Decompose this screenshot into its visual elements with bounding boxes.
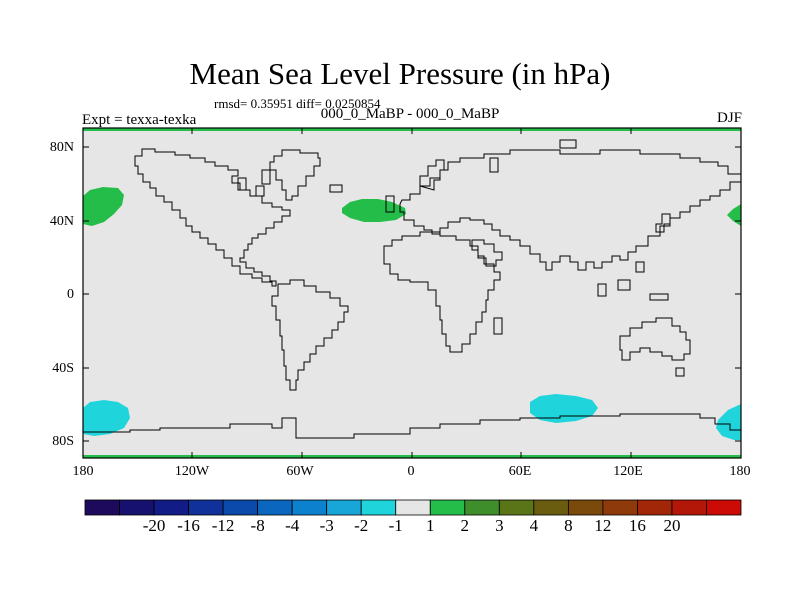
lon-label-180w: 180 <box>72 464 94 479</box>
lat-label-40s: 40S <box>52 361 74 376</box>
colorbar-swatch-5 <box>257 499 293 516</box>
coast-british-isles <box>385 195 395 213</box>
coast-australia <box>619 317 691 361</box>
coast-philippines <box>635 261 645 273</box>
colorbar-label-14: 16 <box>628 516 646 535</box>
lon-ticks <box>191 128 632 458</box>
anomaly-positive-north-atlantic <box>342 199 406 222</box>
lat-label-80n: 80N <box>49 140 74 155</box>
coast-novaya-zemlya <box>489 157 499 173</box>
colorbar-label-15: 20 <box>663 516 681 535</box>
colorbar-swatch-9 <box>395 499 431 516</box>
lon-label-60w: 60W <box>286 464 314 479</box>
coast-greenland <box>269 149 321 201</box>
colorbar-swatch-18 <box>706 499 742 516</box>
colorbar-swatch-11 <box>464 499 500 516</box>
coast-antarctica <box>83 413 741 439</box>
lat-label-40n: 40N <box>49 214 74 229</box>
colorbar-swatch-0 <box>84 499 120 516</box>
coast-south-america <box>271 279 349 391</box>
coast-north-america <box>134 148 291 287</box>
lat-ticks <box>83 146 741 442</box>
season-label: DJF <box>716 110 742 126</box>
colorbar-swatch-12 <box>498 499 535 516</box>
colorbar-label-5: -3 <box>319 516 334 535</box>
colorbar <box>84 499 742 516</box>
coast-arctic-island-2 <box>261 169 271 185</box>
lon-label-180e: 180 <box>729 464 751 479</box>
colorbar-label-12: 8 <box>564 516 573 535</box>
coast-arctic-island-1 <box>237 177 247 191</box>
lon-label-0: 0 <box>407 464 415 479</box>
coast-scandinavia <box>419 159 445 191</box>
coast-borneo <box>617 279 631 291</box>
colorbar-swatch-16 <box>637 499 673 516</box>
coast-japan <box>655 213 671 233</box>
colorbar-swatch-17 <box>671 499 707 516</box>
colorbar-label-4: -4 <box>285 516 300 535</box>
map-background <box>83 128 741 458</box>
colorbar-label-2: -12 <box>211 516 235 535</box>
anomaly-negative-southeast <box>716 404 741 440</box>
colorbar-swatch-15 <box>602 499 638 516</box>
colorbar-swatch-10 <box>429 499 466 516</box>
colorbar-swatch-7 <box>326 499 362 516</box>
lon-label-120w: 120W <box>174 464 210 479</box>
colorbar-label-8: 1 <box>426 516 435 535</box>
coast-arctic-island-3 <box>559 139 577 149</box>
coastlines <box>83 139 742 439</box>
coast-baffin <box>255 185 265 197</box>
colorbar-swatch-1 <box>119 499 155 516</box>
colorbar-swatch-3 <box>188 499 224 516</box>
colorbar-label-0: -20 <box>142 516 166 535</box>
colorbar-label-6: -2 <box>354 516 369 535</box>
colorbar-swatch-6 <box>291 499 328 516</box>
coast-arabia <box>471 239 503 267</box>
colorbar-swatch-4 <box>222 499 259 516</box>
lat-label-0: 0 <box>67 287 74 302</box>
anomaly-positive-north-pacific <box>83 187 124 226</box>
experiment-label: Expt = texxa-texka <box>82 112 197 128</box>
colorbar-swatch-14 <box>567 499 604 516</box>
colorbar-label-9: 2 <box>460 516 470 535</box>
coast-new-guinea <box>649 293 669 301</box>
coast-tasmania <box>675 367 685 377</box>
colorbar-label-7: -1 <box>388 516 403 535</box>
lat-label-80s: 80S <box>52 434 74 449</box>
lon-label-60e: 60E <box>508 464 532 479</box>
colorbar-label-1: -16 <box>177 516 200 535</box>
anomaly-negative-southwest <box>83 400 130 436</box>
colorbar-swatch-8 <box>360 499 397 516</box>
colorbar-label-13: 12 <box>594 516 612 535</box>
coast-madagascar <box>493 317 503 335</box>
colorbar-label-11: 4 <box>529 516 539 535</box>
colorbar-label-10: 3 <box>495 516 504 535</box>
colorbar-swatch-13 <box>533 499 569 516</box>
colorbar-label-3: -8 <box>250 516 265 535</box>
stats-text: rmsd= 0.35951 diff= 0.0250854 <box>214 96 381 111</box>
coast-africa <box>383 231 501 353</box>
coast-eurasia <box>399 149 742 271</box>
lon-label-120e: 120E <box>613 464 643 479</box>
coast-iceland <box>329 184 343 193</box>
colorbar-swatch-2 <box>153 499 189 516</box>
map-title: Mean Sea Level Pressure (in hPa) <box>189 56 611 91</box>
coast-sumatra <box>597 283 607 297</box>
subtitle: 000_0_MaBP - 000_0_MaBP <box>320 106 500 122</box>
